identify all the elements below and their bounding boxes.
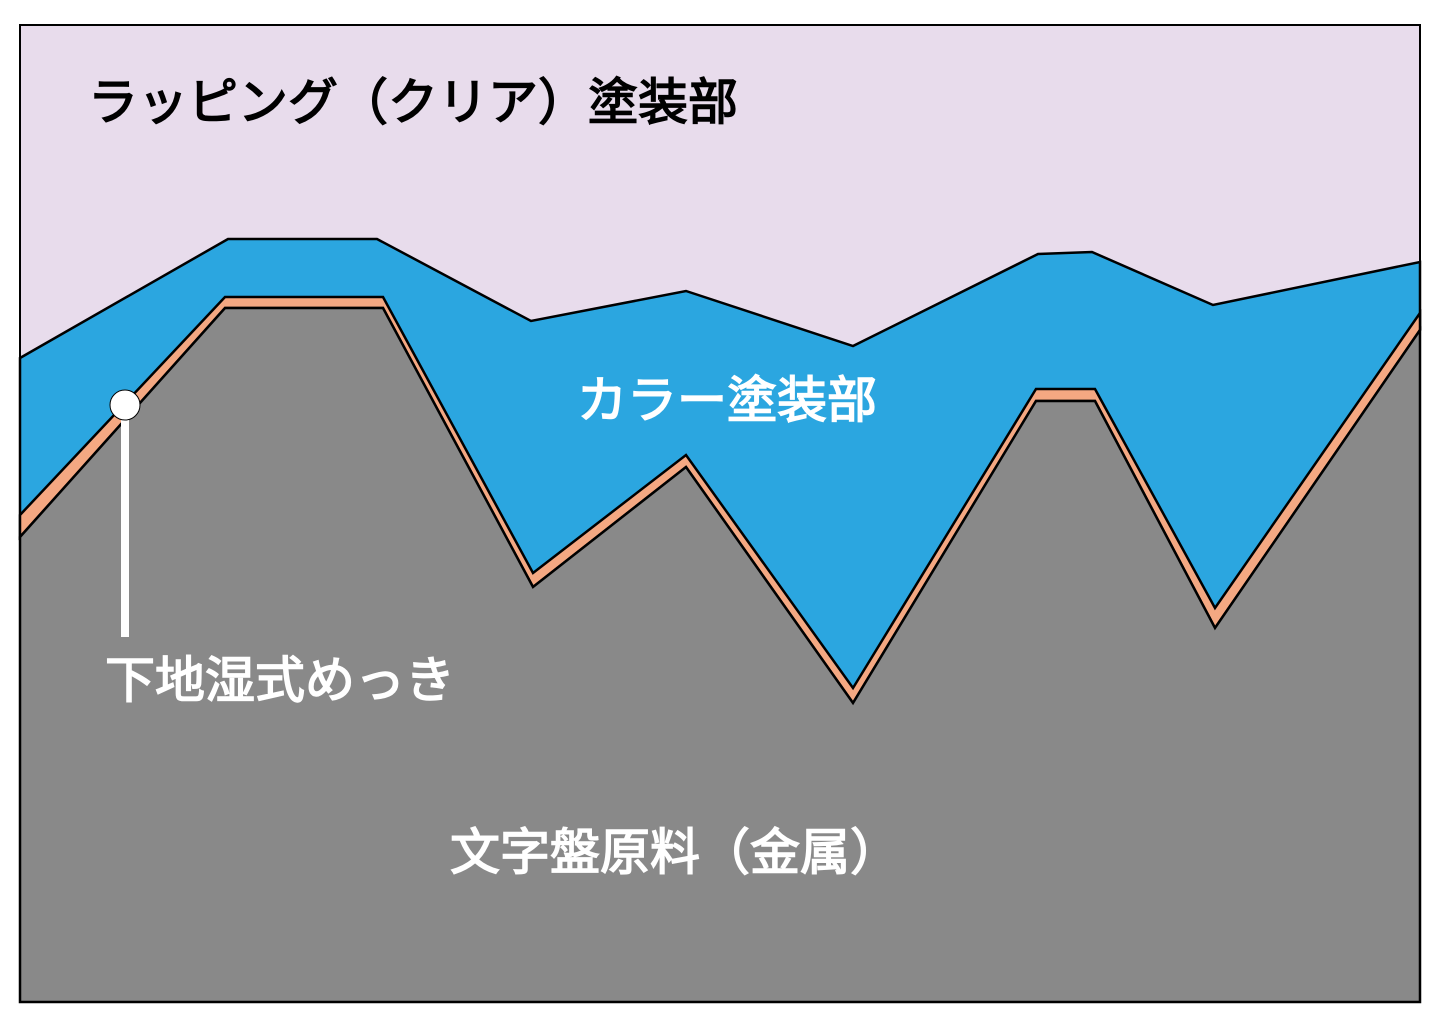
- color-coat-label: カラー塗装部: [577, 372, 877, 430]
- frame: [19, 24, 1421, 1003]
- clear-coat-label: ラッピング（クリア）塗装部: [88, 74, 738, 132]
- plating-label: 下地湿式めっき: [105, 652, 455, 710]
- base-metal-label: 文字盤原料（金属）: [450, 824, 900, 882]
- pointer-dot: [109, 389, 141, 421]
